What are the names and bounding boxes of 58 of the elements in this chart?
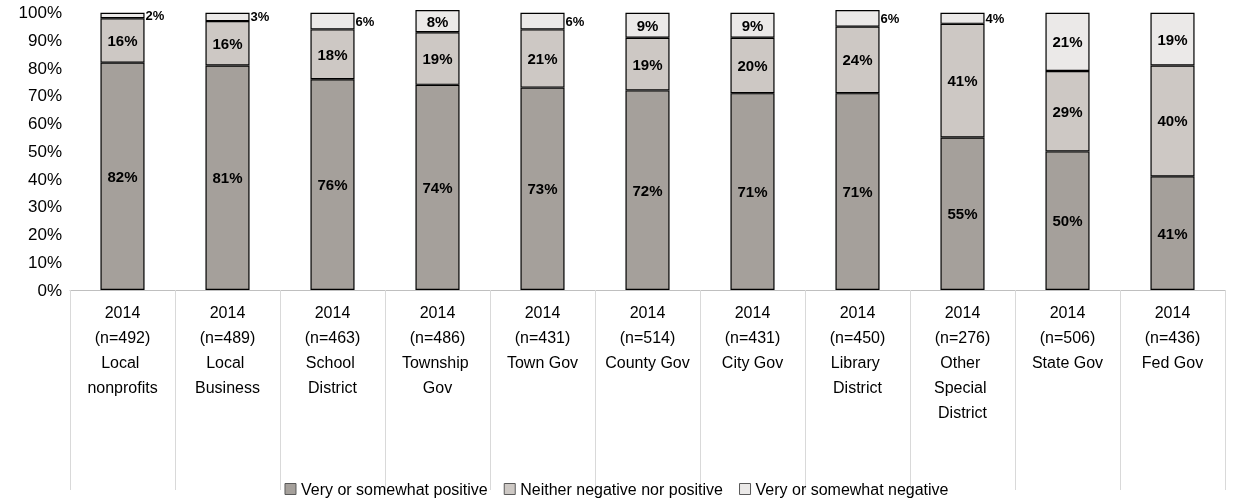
data-label: 81% xyxy=(212,169,243,187)
data-label: 40% xyxy=(1157,112,1188,130)
y-tick-label: 80% xyxy=(27,58,62,78)
data-label: 2% xyxy=(145,8,165,24)
data-label: 29% xyxy=(1052,102,1083,120)
y-tick-label: 10% xyxy=(27,252,62,272)
legend-label: Neither negative nor positive xyxy=(520,480,724,498)
x-tick-label: 2014 (n=489) Local Business xyxy=(195,304,260,396)
y-tick-label: 60% xyxy=(27,114,62,134)
x-tick-label: 2014 (n=431) City Gov xyxy=(721,304,784,371)
x-tick-label: 2014 (n=514) County Gov xyxy=(605,304,690,371)
y-tick-label: 50% xyxy=(27,141,62,161)
x-tick-label: 2014 (n=463) School District xyxy=(304,304,361,396)
data-label: 21% xyxy=(1052,33,1083,51)
data-label: 24% xyxy=(842,51,873,69)
x-tick-label: 2014 (n=450) Library District xyxy=(829,304,886,396)
y-tick-label: 40% xyxy=(27,169,62,189)
data-label: 50% xyxy=(1052,212,1083,230)
y-tick-label: 90% xyxy=(27,30,62,50)
data-label: 19% xyxy=(422,50,453,68)
y-tick-label: 70% xyxy=(27,86,62,106)
data-label: 9% xyxy=(741,16,764,34)
x-tick-label: 2014 (n=431) Town Gov xyxy=(506,304,579,371)
data-label: 6% xyxy=(880,10,900,26)
x-tick-label: 2014 (n=276) Other Special District xyxy=(934,304,991,421)
data-label: 9% xyxy=(636,16,659,34)
y-tick-label: 100% xyxy=(18,3,62,23)
data-label: 55% xyxy=(947,205,978,223)
data-label: 6% xyxy=(355,13,375,29)
data-label: 19% xyxy=(632,55,663,73)
legend-label: Very or somewhat positive xyxy=(300,480,488,498)
data-label: 20% xyxy=(737,56,768,74)
legend-label: Very or somewhat negative xyxy=(755,480,949,498)
data-label: 41% xyxy=(1157,224,1188,242)
data-label: 19% xyxy=(1157,30,1188,48)
data-label: 16% xyxy=(212,34,243,52)
data-label: 71% xyxy=(842,183,873,201)
data-label: 21% xyxy=(527,50,558,68)
data-label: 71% xyxy=(737,183,768,201)
y-tick-label: 30% xyxy=(27,197,62,217)
y-tick-label: 20% xyxy=(27,225,62,245)
x-tick-label: 2014 (n=436) Fed Gov xyxy=(1141,304,1204,371)
data-label: 74% xyxy=(422,178,453,196)
data-label: 6% xyxy=(565,13,585,29)
data-label: 72% xyxy=(632,181,663,199)
x-tick-label: 2014 (n=492) Local nonprofits xyxy=(87,304,158,396)
x-tick-label: 2014 (n=506) State Gov xyxy=(1031,304,1104,371)
data-label: 76% xyxy=(317,176,348,194)
y-tick-label: 0% xyxy=(37,280,62,300)
x-tick-label: 2014 (n=486) Township Gov xyxy=(401,304,474,396)
data-label: 3% xyxy=(250,9,270,25)
data-label: 18% xyxy=(317,45,348,63)
data-label: 41% xyxy=(947,72,978,90)
data-label: 73% xyxy=(527,180,558,198)
data-label: 16% xyxy=(107,31,138,49)
data-label: 82% xyxy=(107,167,138,185)
data-label: 4% xyxy=(985,10,1005,26)
data-label: 8% xyxy=(426,12,449,30)
